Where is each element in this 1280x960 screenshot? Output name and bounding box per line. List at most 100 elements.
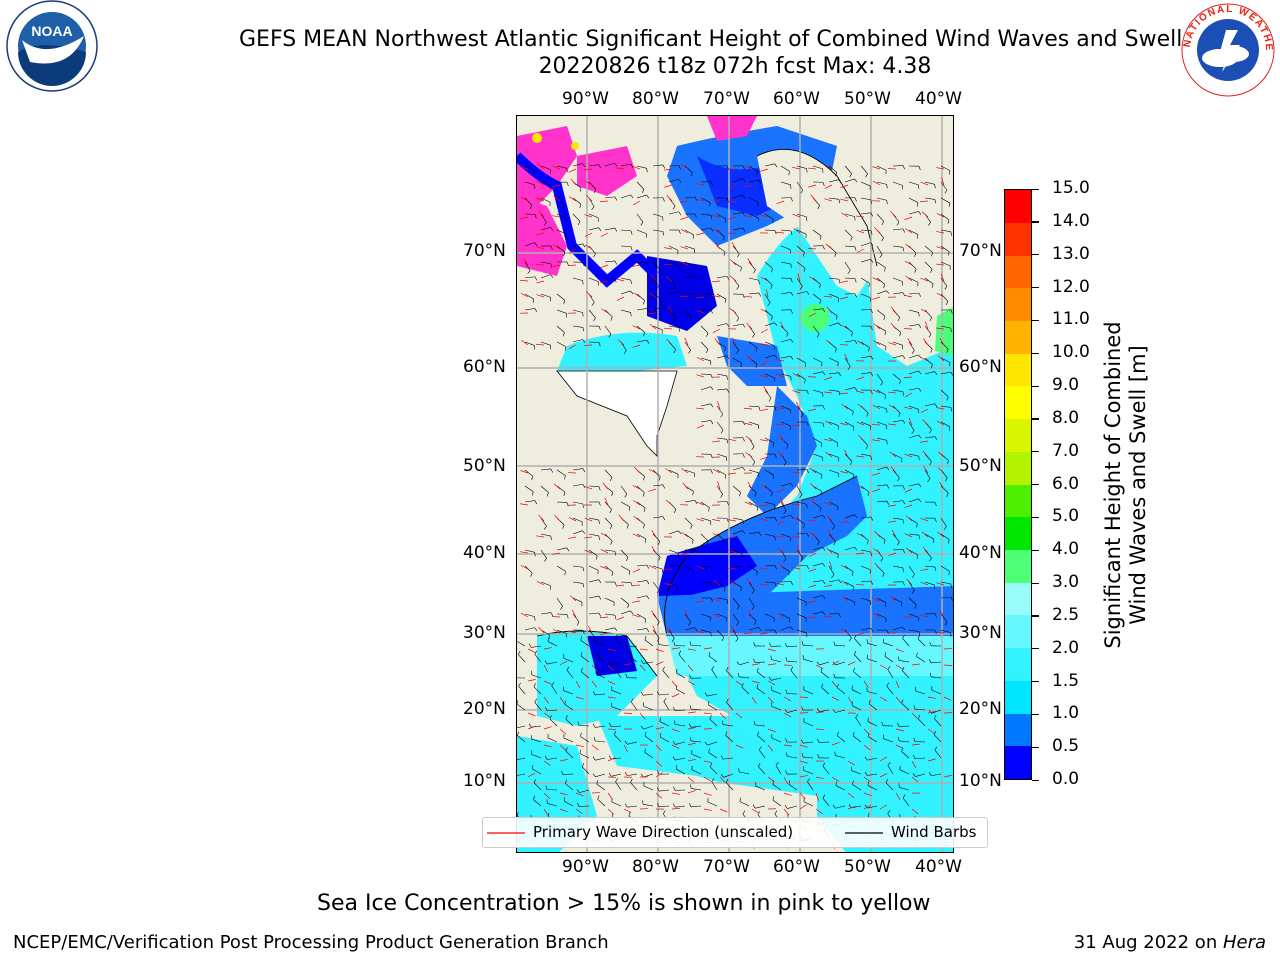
wind-barb-feather: [822, 762, 826, 767]
wind-barb-feather: [946, 460, 949, 465]
wave-direction-arrow: [607, 680, 616, 685]
wind-barb: [908, 405, 919, 410]
wind-barb-feather: [950, 407, 953, 412]
wave-direction-arrow: [650, 274, 657, 282]
wave-direction-arrow: [840, 580, 849, 586]
wind-barb-feather: [774, 163, 778, 168]
wind-barb-feather: [853, 667, 855, 672]
wind-barb-feather: [724, 218, 727, 223]
wind-barb-feather: [852, 411, 854, 416]
wind-barb: [524, 613, 535, 617]
wind-barb: [549, 718, 558, 727]
wind-barb: [828, 322, 839, 327]
wind-barb: [684, 533, 694, 540]
wind-barb: [741, 686, 750, 695]
wind-barb: [748, 179, 759, 183]
wind-barb: [844, 325, 853, 333]
wind-barb-feather: [758, 762, 761, 767]
wave-direction-arrow: [872, 166, 881, 170]
wind-barb: [940, 371, 951, 375]
wind-barb: [524, 197, 533, 206]
wind-barb-feather: [784, 805, 788, 809]
wave-direction-arrow: [940, 273, 945, 282]
wave-direction-arrow: [904, 533, 913, 538]
wind-barb-feather: [819, 507, 822, 512]
wind-barb-feather: [742, 437, 745, 442]
wind-barb-feather: [624, 740, 628, 745]
wind-barb-feather: [854, 546, 858, 551]
wind-barb: [867, 691, 878, 695]
wave-direction-arrow: [825, 451, 833, 458]
wind-barb: [636, 501, 646, 509]
wind-barb: [709, 718, 718, 727]
wind-barb: [597, 798, 606, 807]
wind-barb-feather: [598, 520, 600, 525]
wind-barb-feather: [640, 659, 644, 664]
wind-barb-feather: [673, 641, 676, 646]
lon-label-top-50w: 50°W: [844, 89, 891, 109]
wind-barb: [748, 213, 759, 218]
wind-barb: [636, 165, 647, 169]
colorbar-segment: [1005, 222, 1031, 256]
wave-direction-arrow: [905, 547, 913, 554]
colorbar-tick-mark: [1032, 516, 1039, 519]
wind-barb-feather: [640, 221, 644, 226]
wind-barb: [852, 735, 862, 743]
wind-barb: [588, 213, 599, 219]
wind-barb: [844, 581, 854, 587]
wind-barb: [572, 243, 583, 247]
wind-barb: [716, 421, 724, 431]
wind-barb: [524, 500, 535, 503]
wave-direction-arrow: [575, 808, 583, 815]
wind-barb: [588, 549, 598, 556]
wind-barb-feather: [770, 284, 773, 289]
wind-barb: [739, 771, 750, 775]
wind-barb-feather: [758, 406, 761, 411]
wave-direction-arrow: [811, 498, 817, 506]
wind-barb-feather: [720, 413, 724, 418]
wind-barb: [892, 181, 903, 186]
wind-barb: [780, 405, 791, 410]
wind-barb-feather: [854, 387, 858, 391]
wind-barb-feather: [598, 227, 602, 232]
wind-barb: [828, 389, 839, 392]
wind-barb-feather: [822, 514, 826, 519]
wind-barb: [630, 782, 638, 791]
wind-barb-feather: [593, 253, 596, 258]
wave-direction-arrow: [815, 808, 823, 815]
wind-barb: [876, 245, 883, 255]
wind-barb-feather: [934, 629, 937, 634]
wind-barb-feather: [930, 268, 933, 273]
wind-barb: [556, 293, 565, 301]
wave-direction-arrow: [760, 408, 769, 412]
wind-barb-feather: [834, 348, 837, 353]
wind-barb-feather: [580, 652, 583, 657]
wind-barb: [604, 196, 615, 199]
wind-barb: [652, 277, 659, 287]
wind-barb: [812, 421, 823, 424]
wind-barb-feather: [615, 634, 619, 638]
wave-direction-arrow: [841, 595, 849, 602]
wind-barb: [556, 597, 563, 607]
wave-direction-arrow: [920, 277, 929, 282]
wind-barb: [812, 563, 823, 567]
wind-barb-feather: [870, 627, 874, 632]
wind-barb-feather: [742, 519, 744, 525]
wind-barb: [716, 437, 727, 440]
wind-barb: [758, 766, 766, 775]
wind-barb: [908, 629, 919, 632]
wind-barb-feather: [706, 540, 709, 545]
wind-barb: [579, 725, 590, 727]
wind-barb-feather: [532, 491, 534, 496]
wind-barb: [796, 405, 804, 415]
wind-barb: [764, 565, 776, 567]
wind-barb: [940, 165, 951, 171]
wave-direction-arrow: [552, 165, 561, 170]
wind-barb-feather: [591, 206, 595, 210]
wave-direction-arrow: [936, 407, 945, 410]
wind-barb: [572, 581, 583, 584]
lat-label-left-30n: 30°N: [463, 623, 506, 643]
colorbar: [1004, 189, 1032, 780]
wind-barb: [716, 405, 724, 415]
wind-barb: [668, 290, 679, 295]
